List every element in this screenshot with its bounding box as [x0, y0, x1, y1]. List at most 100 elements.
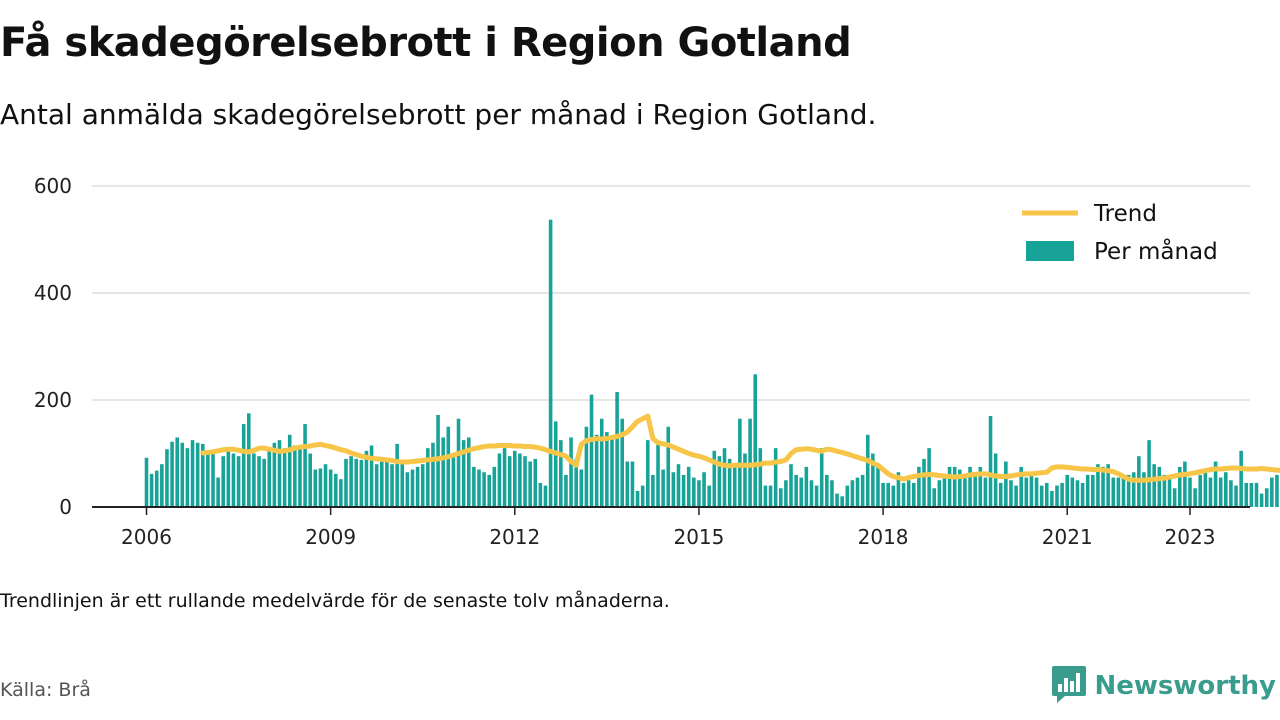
- bar: [1009, 480, 1013, 507]
- bar: [165, 449, 169, 507]
- chart-subtitle: Antal anmälda skadegörelsebrott per måna…: [0, 98, 877, 131]
- bar: [830, 480, 834, 507]
- bar: [318, 468, 323, 507]
- bar: [1188, 477, 1192, 507]
- bar: [216, 477, 220, 507]
- bar: [876, 464, 880, 507]
- bar: [968, 466, 972, 508]
- bar: [1183, 461, 1187, 507]
- x-tick-label: 2009: [305, 525, 356, 549]
- bar: [942, 477, 947, 507]
- bar: [538, 482, 543, 507]
- bar: [840, 496, 844, 507]
- bar: [410, 469, 415, 507]
- bar: [385, 458, 389, 507]
- bar: [262, 458, 266, 507]
- bar: [221, 456, 226, 507]
- bar: [441, 437, 445, 507]
- bar: [195, 442, 200, 507]
- bar: [477, 469, 481, 507]
- bar: [778, 488, 783, 507]
- bar: [676, 464, 681, 507]
- trend-line: [200, 413, 1280, 483]
- bar: [1055, 485, 1059, 507]
- bar: [257, 456, 261, 507]
- bar: [901, 482, 906, 507]
- bar: [431, 442, 435, 507]
- bar: [574, 458, 578, 507]
- bar: [620, 418, 624, 507]
- legend-bar-label: Per månad: [1094, 237, 1218, 265]
- bar: [206, 454, 210, 507]
- bar: [855, 477, 860, 507]
- bar: [584, 426, 589, 507]
- bar: [630, 461, 635, 507]
- bar: [865, 434, 870, 507]
- bar: [799, 477, 804, 507]
- gridlines: [92, 185, 1250, 401]
- bar: [369, 445, 374, 507]
- newsworthy-logo-icon: [1051, 664, 1087, 708]
- bar: [881, 482, 885, 507]
- bar: [226, 450, 231, 507]
- bar: [513, 450, 517, 507]
- bar: [692, 477, 696, 507]
- bar: [303, 424, 307, 507]
- bar: [1193, 488, 1197, 507]
- bar: [625, 461, 630, 507]
- x-tick-label: 2006: [121, 525, 172, 549]
- chart-footnote: Trendlinjen är ett rullande medelvärde f…: [0, 590, 670, 612]
- bar: [1239, 450, 1243, 507]
- bar: [405, 472, 410, 507]
- bar: [313, 469, 318, 507]
- bar: [359, 459, 364, 507]
- bar: [1096, 464, 1100, 507]
- bar: [686, 466, 691, 508]
- bar: [702, 472, 706, 507]
- bar: [564, 474, 568, 507]
- y-tick-label: 0: [59, 495, 72, 519]
- bar: [267, 450, 272, 507]
- bar: [681, 474, 686, 507]
- x-tick-label: 2015: [673, 525, 724, 549]
- bar: [380, 461, 384, 507]
- bar: [927, 448, 931, 507]
- bar: [1229, 480, 1233, 507]
- bar: [293, 445, 297, 507]
- bar: [825, 474, 829, 507]
- bar: [610, 437, 614, 507]
- x-tick-label: 2023: [1165, 525, 1216, 549]
- bar: [1177, 466, 1182, 508]
- bar: [640, 485, 645, 507]
- bar: [1044, 482, 1049, 507]
- bar: [1085, 474, 1090, 507]
- x-axis-ticks: 2006 2009 2012 2015 2018 2021 2023: [121, 507, 1215, 549]
- bar: [589, 394, 594, 507]
- bar: [1014, 485, 1018, 507]
- bar: [860, 474, 865, 507]
- bar: [1091, 474, 1095, 507]
- bar: [753, 374, 757, 507]
- bar: [651, 474, 655, 507]
- bar: [559, 440, 563, 508]
- bar: [236, 456, 241, 507]
- bar: [993, 453, 998, 507]
- bar: [487, 474, 492, 507]
- bar: [339, 479, 343, 507]
- brand-logo[interactable]: Newsworthy: [1051, 664, 1276, 708]
- bar: [1060, 482, 1064, 507]
- bar: [420, 464, 425, 507]
- brand-name: Newsworthy: [1094, 671, 1276, 701]
- bar: [160, 464, 164, 507]
- bar: [819, 448, 824, 507]
- bar: [180, 442, 185, 507]
- bar: [794, 474, 798, 507]
- bar: [185, 448, 190, 507]
- bar: [548, 219, 553, 507]
- bar: [344, 458, 348, 507]
- bar: [911, 482, 916, 507]
- bar: [170, 441, 174, 507]
- bar: [1167, 477, 1172, 507]
- bar: [553, 421, 558, 507]
